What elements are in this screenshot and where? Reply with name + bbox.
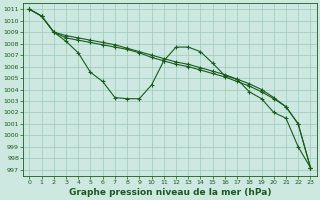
X-axis label: Graphe pression niveau de la mer (hPa): Graphe pression niveau de la mer (hPa)	[69, 188, 271, 197]
